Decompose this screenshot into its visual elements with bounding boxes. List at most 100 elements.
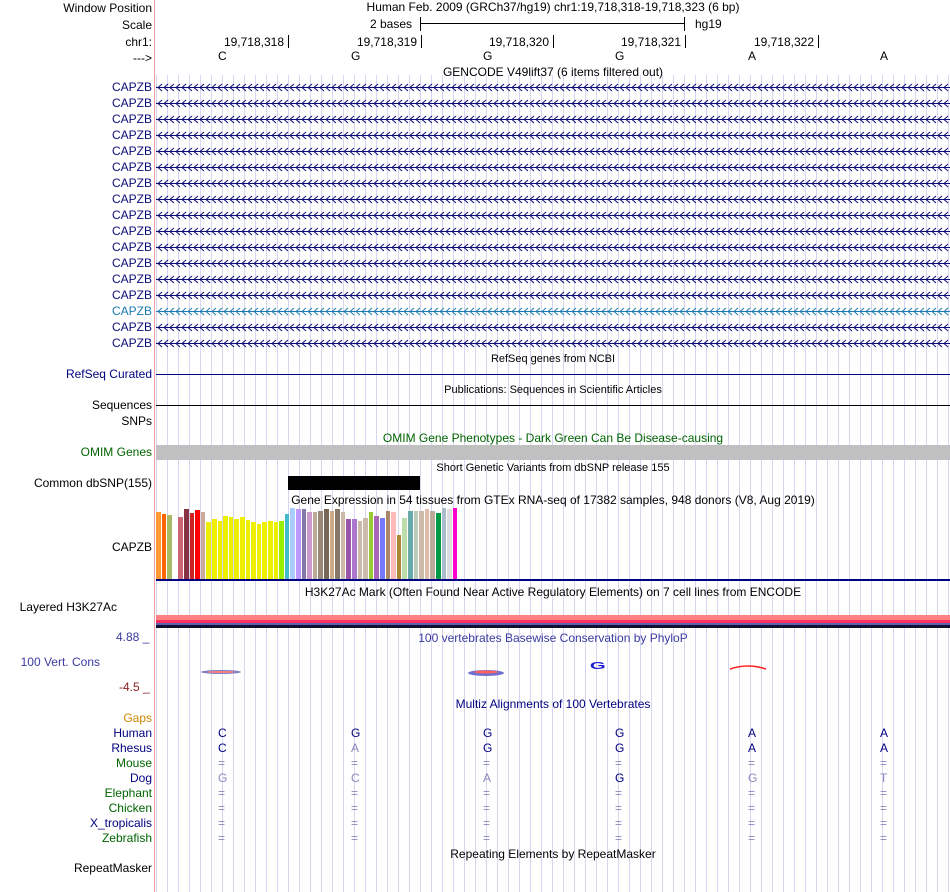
- gencode-item-label[interactable]: CAPZB: [111, 288, 152, 302]
- h3k27ac-title[interactable]: H3K27Ac Mark (Often Found Near Active Re…: [304, 585, 802, 599]
- gtex-title[interactable]: Gene Expression in 54 tissues from GTEx …: [291, 493, 815, 507]
- publications-label[interactable]: Sequences: [91, 398, 152, 412]
- gtex-tissue-bar[interactable]: [452, 508, 458, 579]
- gtex-tissue-bar[interactable]: [329, 511, 335, 579]
- gtex-tissue-bar[interactable]: [200, 512, 206, 579]
- gencode-item-label[interactable]: CAPZB: [111, 240, 152, 254]
- gtex-tissue-bar[interactable]: [284, 514, 290, 579]
- gencode-transcript[interactable]: [156, 275, 950, 284]
- gencode-title[interactable]: GENCODE V49lift37 (6 items filtered out): [442, 65, 664, 79]
- gtex-tissue-bar[interactable]: [312, 512, 318, 579]
- gtex-tissue-bar[interactable]: [424, 509, 430, 579]
- gencode-item-label[interactable]: CAPZB: [111, 272, 152, 286]
- gtex-tissue-bar[interactable]: [363, 518, 368, 579]
- gencode-transcript[interactable]: [156, 179, 950, 188]
- gtex-tissue-bar[interactable]: [161, 514, 167, 579]
- gtex-tissue-bar[interactable]: [357, 521, 363, 579]
- h3k27ac-label[interactable]: Layered H3K27Ac: [19, 600, 117, 614]
- gencode-item-label[interactable]: CAPZB: [111, 320, 152, 334]
- gtex-tissue-bar[interactable]: [380, 518, 385, 579]
- gencode-item-label[interactable]: CAPZB: [111, 336, 152, 350]
- gencode-transcript[interactable]: [156, 131, 950, 140]
- repeatmasker-label[interactable]: RepeatMasker: [73, 861, 152, 875]
- gtex-tissue-bar[interactable]: [228, 517, 234, 579]
- gencode-item-label[interactable]: CAPZB: [111, 160, 152, 174]
- dbsnp-variant[interactable]: [288, 476, 420, 490]
- gtex-tissue-bar[interactable]: [340, 512, 346, 579]
- gencode-item-label[interactable]: CAPZB: [111, 224, 152, 238]
- species-label[interactable]: Elephant: [104, 786, 152, 800]
- gencode-item-label[interactable]: CAPZB: [111, 304, 152, 318]
- gencode-transcript[interactable]: [156, 83, 950, 92]
- gencode-item-label[interactable]: CAPZB: [111, 192, 152, 206]
- gtex-tissue-bar[interactable]: [256, 524, 262, 579]
- gencode-transcript[interactable]: [156, 323, 950, 332]
- gencode-item-label[interactable]: CAPZB: [111, 80, 152, 94]
- gtex-tissue-bar[interactable]: [318, 511, 323, 579]
- gencode-transcript[interactable]: [156, 147, 950, 156]
- gtex-tissue-bar[interactable]: [324, 509, 329, 579]
- gtex-tissue-bar[interactable]: [206, 522, 211, 579]
- gencode-item-label[interactable]: CAPZB: [111, 176, 152, 190]
- gencode-item-label[interactable]: CAPZB: [111, 112, 152, 126]
- gencode-transcript[interactable]: [156, 227, 950, 236]
- species-label[interactable]: Human: [113, 726, 152, 740]
- gencode-transcript[interactable]: [156, 163, 950, 172]
- gencode-item-label[interactable]: CAPZB: [111, 208, 152, 222]
- species-label[interactable]: Rhesus: [111, 741, 152, 755]
- gtex-tissue-bar[interactable]: [396, 535, 402, 579]
- gencode-item-label[interactable]: CAPZB: [111, 144, 152, 158]
- gtex-tissue-bar[interactable]: [234, 519, 239, 579]
- gtex-tissue-bar[interactable]: [352, 519, 357, 579]
- refseq-label[interactable]: RefSeq Curated: [65, 367, 152, 381]
- gencode-transcript[interactable]: [156, 259, 950, 268]
- gtex-tissue-bar[interactable]: [441, 508, 447, 579]
- gaps-label[interactable]: Gaps: [123, 711, 152, 725]
- gtex-tissue-bar[interactable]: [413, 511, 419, 579]
- gencode-item-label[interactable]: CAPZB: [111, 96, 152, 110]
- refseq-title[interactable]: RefSeq genes from NCBI: [490, 353, 616, 365]
- gtex-tissue-bar[interactable]: [217, 521, 223, 579]
- gtex-label[interactable]: CAPZB: [111, 540, 152, 554]
- gencode-transcript[interactable]: [156, 99, 950, 108]
- gtex-tissue-bar[interactable]: [307, 512, 312, 579]
- gtex-tissue-bar[interactable]: [279, 521, 284, 579]
- gtex-tissue-bar[interactable]: [290, 508, 295, 579]
- conservation-label[interactable]: 100 Vert. Cons: [20, 655, 100, 669]
- gtex-tissue-bar[interactable]: [430, 511, 435, 579]
- gtex-tissue-bar[interactable]: [212, 519, 217, 579]
- multiz-title[interactable]: Multiz Alignments of 100 Vertebrates: [455, 697, 651, 711]
- dbsnp-title[interactable]: Short Genetic Variants from dbSNP releas…: [436, 462, 670, 474]
- gtex-tissue-bar[interactable]: [273, 522, 279, 579]
- gtex-tissue-bar[interactable]: [419, 511, 424, 579]
- gtex-tissue-bar[interactable]: [391, 512, 396, 579]
- species-label[interactable]: Dog: [129, 771, 152, 785]
- gtex-tissue-bar[interactable]: [447, 509, 452, 579]
- gtex-tissue-bar[interactable]: [156, 512, 161, 579]
- gtex-tissue-bar[interactable]: [335, 509, 340, 579]
- h3k27ac-layer-4[interactable]: [156, 625, 950, 628]
- gtex-tissue-bar[interactable]: [245, 520, 251, 579]
- gencode-transcript[interactable]: [156, 115, 950, 124]
- gencode-transcript[interactable]: [156, 195, 950, 204]
- gtex-tissue-bar[interactable]: [346, 519, 351, 579]
- gtex-tissue-bar[interactable]: [402, 518, 407, 579]
- h3k27ac-layer-2[interactable]: [156, 620, 950, 623]
- species-label[interactable]: Zebrafish: [101, 831, 152, 845]
- omim-title[interactable]: OMIM Gene Phenotypes - Dark Green Can Be…: [382, 431, 724, 445]
- gencode-transcript[interactable]: [156, 211, 950, 220]
- gtex-tissue-bar[interactable]: [374, 516, 379, 579]
- gtex-tissue-bar[interactable]: [223, 516, 228, 579]
- gtex-bar-chart[interactable]: [156, 508, 950, 579]
- gtex-tissue-bar[interactable]: [195, 510, 200, 579]
- publications-line[interactable]: [156, 405, 950, 406]
- gtex-tissue-bar[interactable]: [301, 509, 307, 579]
- gencode-transcript[interactable]: [156, 307, 950, 316]
- species-label[interactable]: Chicken: [108, 801, 152, 815]
- gtex-tissue-bar[interactable]: [189, 513, 195, 579]
- gencode-transcript[interactable]: [156, 339, 950, 348]
- h3k27ac-layer-1[interactable]: [156, 615, 950, 620]
- gtex-tissue-bar[interactable]: [385, 511, 391, 579]
- gtex-tissue-bar[interactable]: [408, 511, 413, 579]
- gtex-tissue-bar[interactable]: [368, 512, 374, 579]
